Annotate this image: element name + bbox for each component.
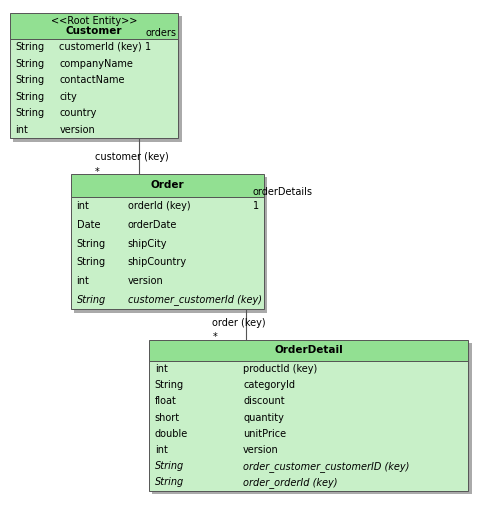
- Text: order_customer_customerID (key): order_customer_customerID (key): [243, 461, 409, 472]
- Text: city: city: [60, 92, 77, 102]
- Text: String: String: [16, 92, 45, 102]
- Text: productId (key): productId (key): [243, 364, 317, 374]
- Text: String: String: [16, 59, 45, 69]
- Text: float: float: [155, 397, 177, 406]
- Text: OrderDetail: OrderDetail: [274, 345, 343, 355]
- FancyBboxPatch shape: [71, 197, 264, 309]
- Text: Date: Date: [77, 220, 100, 230]
- FancyBboxPatch shape: [71, 174, 264, 197]
- Text: int: int: [16, 125, 28, 135]
- Text: double: double: [155, 429, 188, 439]
- Text: *: *: [95, 167, 100, 177]
- Text: short: short: [155, 413, 180, 423]
- Text: <<Root Entity>>: <<Root Entity>>: [51, 16, 137, 27]
- Text: customerId (key): customerId (key): [60, 42, 142, 52]
- Text: quantity: quantity: [243, 413, 284, 423]
- Text: contactName: contactName: [60, 75, 125, 85]
- Text: Customer: Customer: [66, 26, 122, 36]
- Text: version: version: [243, 445, 279, 455]
- Text: String: String: [16, 42, 45, 52]
- Text: Order: Order: [150, 180, 184, 190]
- Text: shipCity: shipCity: [128, 239, 167, 248]
- Text: customer (key): customer (key): [95, 152, 169, 162]
- Text: orderDetails: orderDetails: [253, 187, 313, 197]
- Text: int: int: [77, 276, 89, 286]
- FancyBboxPatch shape: [149, 340, 468, 361]
- Text: String: String: [155, 477, 184, 487]
- Text: orderId (key): orderId (key): [128, 201, 190, 211]
- Text: orders: orders: [145, 28, 177, 38]
- Text: *: *: [212, 332, 217, 342]
- Text: unitPrice: unitPrice: [243, 429, 286, 439]
- Text: String: String: [77, 258, 106, 267]
- Text: version: version: [128, 276, 163, 286]
- Text: 1: 1: [253, 201, 259, 211]
- Text: country: country: [60, 108, 97, 118]
- Text: order (key): order (key): [212, 318, 266, 328]
- Text: discount: discount: [243, 397, 285, 406]
- Text: String: String: [77, 239, 106, 248]
- Text: int: int: [77, 201, 89, 211]
- Text: companyName: companyName: [60, 59, 133, 69]
- FancyBboxPatch shape: [149, 361, 468, 491]
- Text: int: int: [155, 445, 167, 455]
- Text: version: version: [60, 125, 95, 135]
- Text: orderDate: orderDate: [128, 220, 177, 230]
- FancyBboxPatch shape: [13, 16, 182, 142]
- FancyBboxPatch shape: [10, 39, 178, 138]
- Text: int: int: [155, 364, 167, 374]
- Text: customer_customerId (key): customer_customerId (key): [128, 294, 262, 305]
- Text: 1: 1: [145, 42, 152, 53]
- Text: String: String: [155, 461, 184, 471]
- FancyBboxPatch shape: [152, 343, 472, 494]
- Text: order_orderId (key): order_orderId (key): [243, 477, 338, 488]
- Text: shipCountry: shipCountry: [128, 258, 187, 267]
- FancyBboxPatch shape: [10, 13, 178, 39]
- Text: String: String: [155, 380, 184, 390]
- Text: String: String: [16, 108, 45, 118]
- Text: String: String: [77, 295, 106, 305]
- FancyBboxPatch shape: [74, 177, 267, 313]
- Text: String: String: [16, 75, 45, 85]
- Text: categoryId: categoryId: [243, 380, 295, 390]
